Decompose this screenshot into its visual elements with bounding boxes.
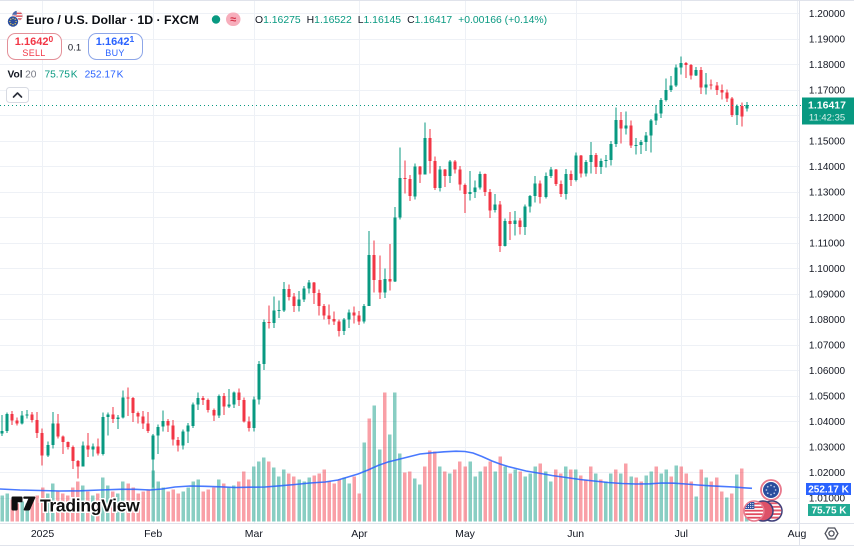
svg-text:1.03000: 1.03000	[809, 443, 846, 454]
svg-text:1.18000: 1.18000	[809, 60, 846, 71]
svg-text:0.1: 0.1	[68, 43, 81, 54]
svg-text:Mar: Mar	[245, 528, 264, 540]
svg-text:252.17 K: 252.17 K	[808, 485, 849, 496]
svg-text:11:42:35: 11:42:35	[809, 113, 845, 124]
svg-text:1.08000: 1.08000	[809, 315, 846, 326]
svg-text:75.75 K: 75.75 K	[811, 506, 847, 517]
svg-text:1.09000: 1.09000	[809, 290, 846, 301]
svg-text:2025: 2025	[31, 528, 55, 540]
svg-text:Jun: Jun	[567, 528, 584, 540]
svg-text:Apr: Apr	[351, 528, 368, 540]
svg-text:Feb: Feb	[144, 528, 162, 540]
svg-text:TradingView: TradingView	[40, 496, 140, 516]
svg-text:1.10000: 1.10000	[809, 264, 846, 275]
svg-text:1.05000: 1.05000	[809, 392, 846, 403]
svg-text:1.16420: 1.16420	[15, 34, 54, 48]
svg-text:May: May	[455, 528, 476, 540]
svg-text:1.14000: 1.14000	[809, 162, 846, 173]
svg-text:1.04000: 1.04000	[809, 417, 846, 428]
svg-text:1.16417: 1.16417	[808, 100, 846, 112]
svg-text:≈: ≈	[230, 14, 236, 26]
svg-text:1.07000: 1.07000	[809, 341, 846, 352]
svg-text:1.02000: 1.02000	[809, 468, 846, 479]
svg-text:Euro / U.S. Dollar · 1D · FXCM: Euro / U.S. Dollar · 1D · FXCM	[26, 13, 199, 27]
svg-text:1.16421: 1.16421	[96, 34, 135, 48]
svg-text:Jul: Jul	[675, 528, 688, 540]
svg-text:1.06000: 1.06000	[809, 366, 846, 377]
svg-text:1.13000: 1.13000	[809, 188, 846, 199]
svg-text:1.11000: 1.11000	[809, 239, 845, 250]
svg-text:1.20000: 1.20000	[809, 9, 846, 20]
svg-text:1.01000: 1.01000	[809, 494, 846, 505]
svg-text:1.19000: 1.19000	[809, 35, 846, 46]
svg-text:Aug: Aug	[788, 528, 807, 540]
svg-text:BUY: BUY	[105, 48, 124, 58]
svg-text:SELL: SELL	[22, 48, 45, 58]
svg-text:1.17000: 1.17000	[809, 86, 846, 97]
svg-text:1.15000: 1.15000	[809, 137, 846, 148]
svg-text:1.12000: 1.12000	[809, 213, 846, 224]
